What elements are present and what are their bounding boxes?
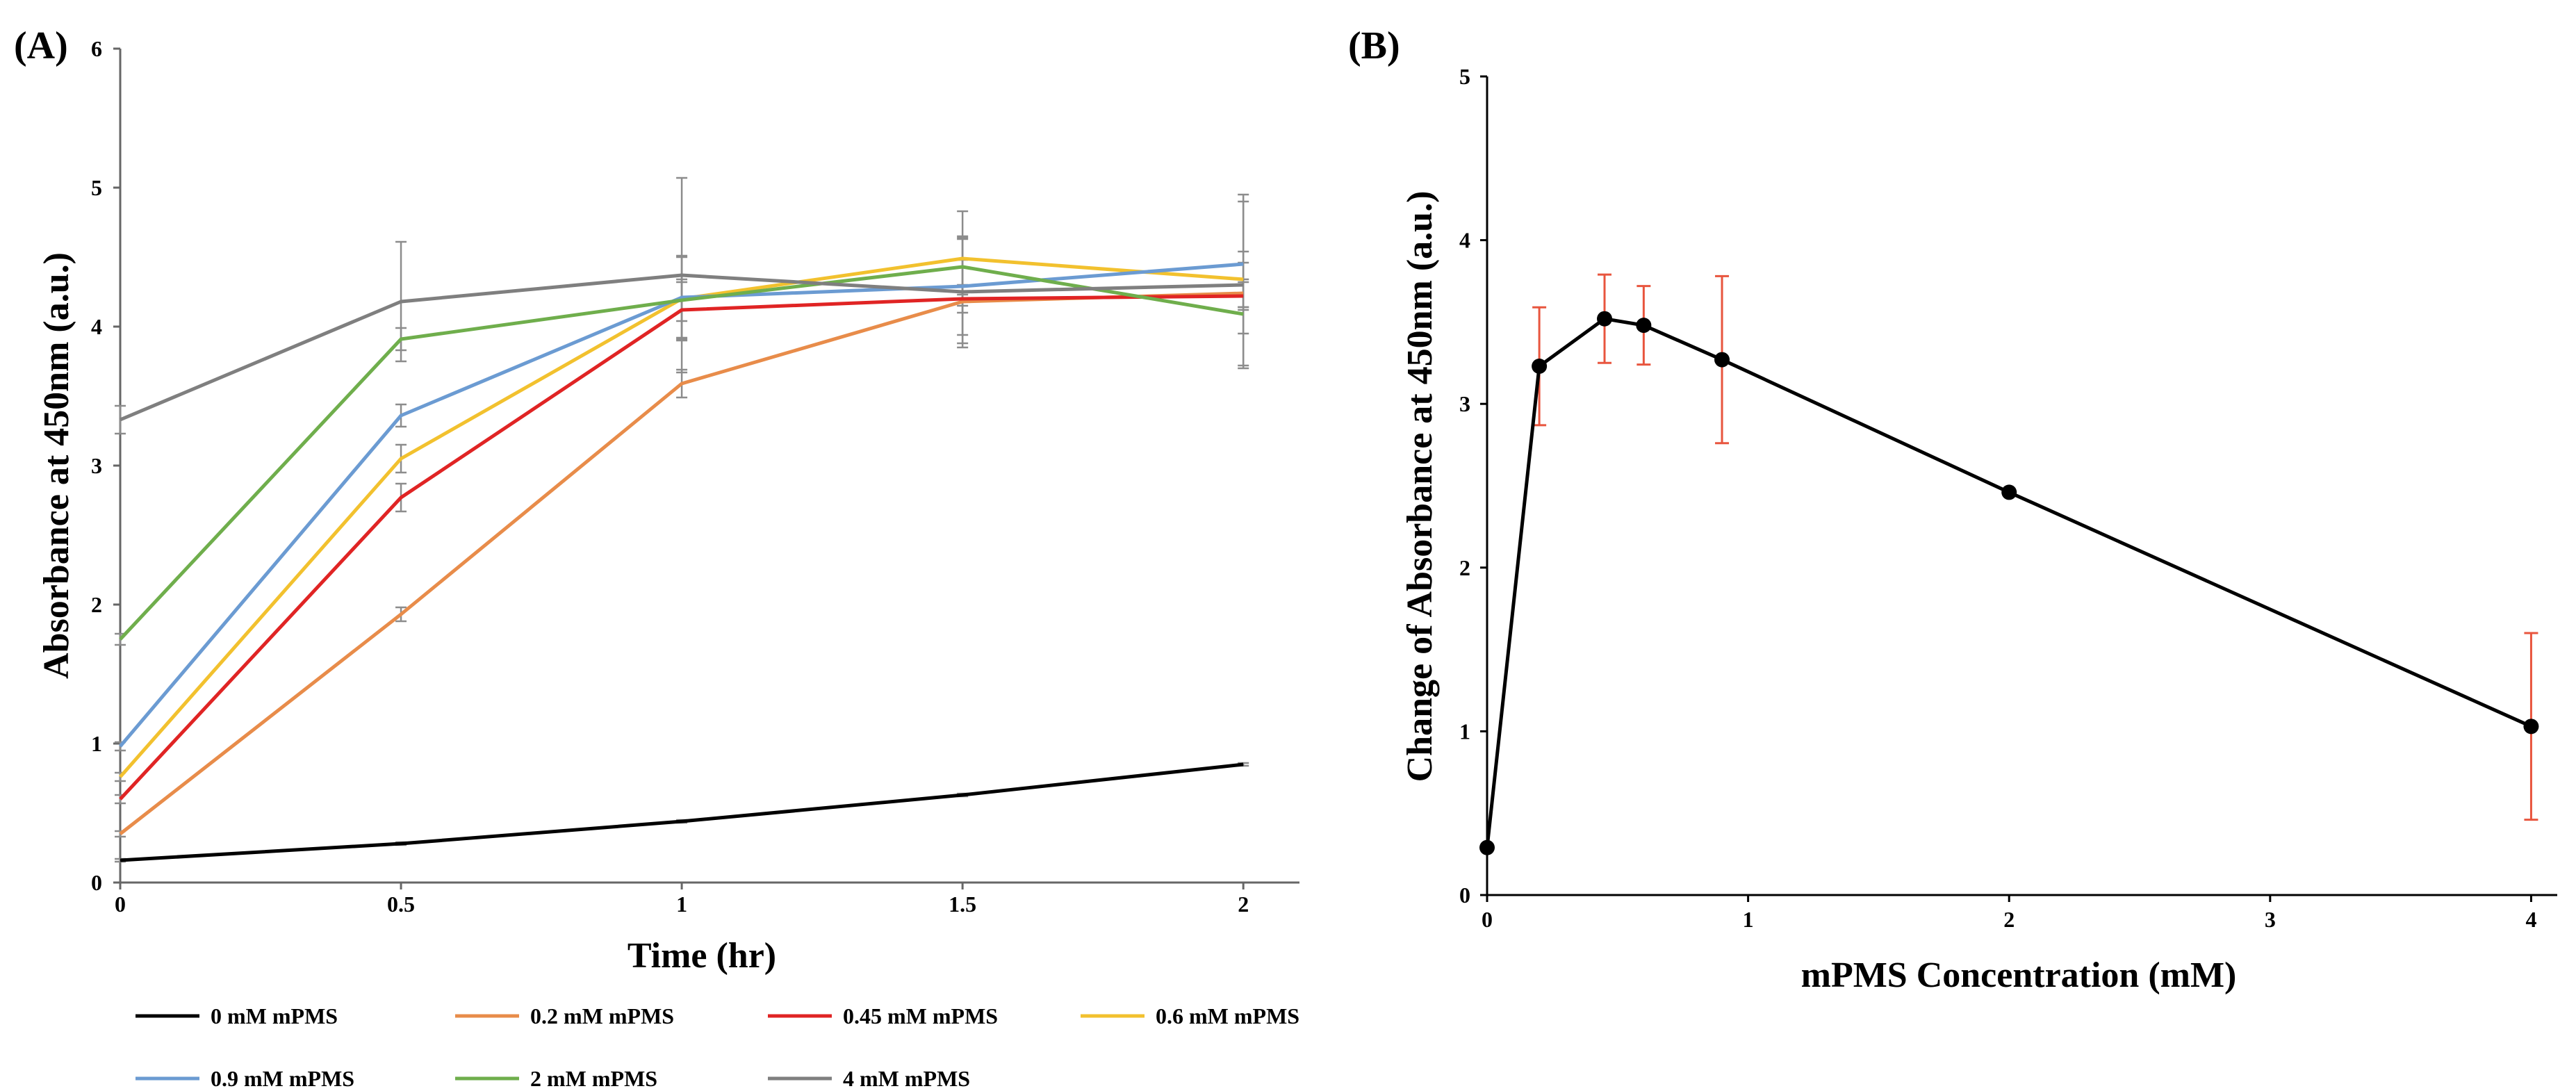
y-tick-label: 0: [91, 870, 102, 895]
y-tick-label: 4: [1459, 228, 1470, 253]
data-point: [2001, 484, 2017, 500]
panel-b-error-bars: [1532, 273, 2538, 821]
legend-label: 2 mM mPMS: [530, 1066, 657, 1091]
panel-a-y-ticks: 0 1 2 3 4 5 6: [91, 36, 120, 895]
panel-b-y-axis-title: Change of Absorbance at 450nm (a.u.): [1400, 191, 1440, 782]
data-point: [1714, 352, 1730, 368]
data-point: [1597, 311, 1613, 327]
legend-item: 0.9 mM mPMS: [136, 1066, 354, 1091]
panel-b-label: (B): [1348, 24, 1400, 67]
legend-label: 0 mM mPMS: [211, 1003, 338, 1028]
y-tick-label: 0: [1459, 883, 1470, 908]
panel-b-points: [1479, 311, 2539, 855]
panel-b-y-ticks: 0 1 2 3 4 5: [1459, 64, 1487, 908]
series-line-2: [119, 294, 1244, 801]
series-line-5: [119, 265, 1244, 641]
x-tick-label: 2: [2003, 907, 2015, 932]
data-point: [1479, 839, 1495, 855]
legend-item: 0.2 mM mPMS: [455, 1003, 674, 1028]
panel-a-error-bars: [115, 177, 1249, 863]
data-point: [2523, 719, 2539, 735]
series-line: [1485, 317, 2532, 848]
data-point: [1636, 318, 1652, 334]
legend-item: 0.6 mM mPMS: [1081, 1003, 1299, 1028]
legend-label: 4 mM mPMS: [843, 1066, 970, 1091]
y-tick-label: 1: [91, 731, 102, 756]
panel-b: (B) 0 1 2 3 4 5 0 1 2 3 4 mPMS Concentration (mM)…: [1348, 24, 2557, 995]
data-point: [1532, 359, 1548, 375]
x-tick-label: 0.5: [387, 892, 415, 917]
y-tick-label: 3: [91, 453, 102, 478]
x-tick-label: 0: [1482, 907, 1493, 932]
y-tick-label: 2: [91, 592, 102, 617]
x-tick-label: 2: [1238, 892, 1249, 917]
panel-b-x-axis-title: mPMS Concentration (mM): [1801, 955, 2237, 995]
legend-item: 0 mM mPMS: [136, 1003, 338, 1028]
series-line-4: [119, 262, 1244, 748]
panel-b-series-line: [1485, 317, 2532, 848]
x-tick-label: 1.5: [949, 892, 976, 917]
y-tick-label: 3: [1459, 391, 1470, 416]
panel-a-x-ticks: 0 0.5 1 1.5 2: [115, 883, 1249, 917]
y-tick-label: 2: [1459, 555, 1470, 580]
series-line-0: [120, 762, 1244, 862]
x-tick-label: 3: [2265, 907, 2276, 932]
y-tick-label: 1: [1459, 719, 1470, 744]
legend-label: 0.45 mM mPMS: [843, 1003, 998, 1028]
y-tick-label: 5: [91, 175, 102, 200]
y-tick-label: 5: [1459, 64, 1470, 89]
panel-a: (A) 0 1 2 3 4 5 6 0 0.5 1 1.5 2 Time (hr) Absorban…: [14, 24, 1299, 1091]
panel-a-x-axis-title: Time (hr): [627, 936, 776, 976]
x-tick-label: 1: [676, 892, 687, 917]
legend-label: 0.6 mM mPMS: [1156, 1003, 1299, 1028]
panel-a-series-lines: [119, 256, 1244, 862]
legend-item: 0.45 mM mPMS: [768, 1003, 998, 1028]
legend-label: 0.9 mM mPMS: [211, 1066, 354, 1091]
panel-a-legend: 0 mM mPMS 0.2 mM mPMS 0.45 mM mPMS 0.6 mM m…: [136, 1003, 1299, 1091]
x-tick-label: 0: [115, 892, 126, 917]
y-tick-label: 6: [91, 36, 102, 61]
x-tick-label: 4: [2525, 907, 2536, 932]
panel-b-x-ticks: 0 1 2 3 4: [1482, 895, 2536, 932]
panel-a-y-axis-title: Absorbance at 450nm (a.u.): [37, 252, 76, 679]
series-line-6: [120, 273, 1244, 422]
y-tick-label: 4: [91, 314, 102, 339]
legend-label: 0.2 mM mPMS: [530, 1003, 674, 1028]
legend-item: 4 mM mPMS: [768, 1066, 970, 1091]
panel-a-label: (A): [14, 24, 68, 67]
x-tick-label: 1: [1743, 907, 1754, 932]
legend-item: 2 mM mPMS: [455, 1066, 657, 1091]
